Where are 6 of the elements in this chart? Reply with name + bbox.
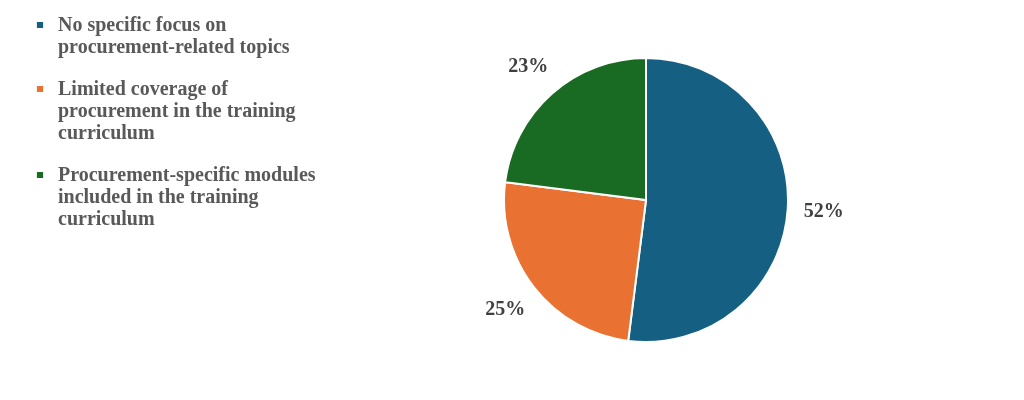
legend-label: No specific focus on procurement-related topics <box>58 13 290 58</box>
legend-label: Limited coverage of procurement in the training curriculum <box>58 77 296 143</box>
data-label: 23% <box>508 54 549 77</box>
data-label: 52% <box>803 199 844 222</box>
data-label: 25% <box>485 297 526 320</box>
legend-label: Procurement-specific modules included in the training curriculum <box>58 163 316 229</box>
